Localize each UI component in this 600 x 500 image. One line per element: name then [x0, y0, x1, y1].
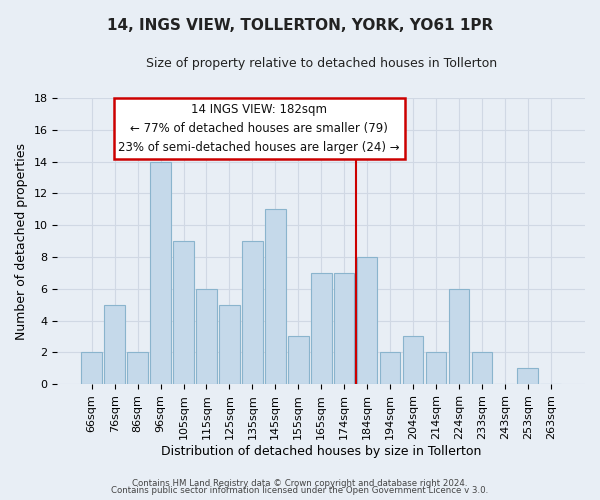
Text: 14 INGS VIEW: 182sqm
← 77% of detached houses are smaller (79)
23% of semi-detac: 14 INGS VIEW: 182sqm ← 77% of detached h…: [118, 103, 400, 154]
Bar: [288, 336, 308, 384]
Text: 14, INGS VIEW, TOLLERTON, YORK, YO61 1PR: 14, INGS VIEW, TOLLERTON, YORK, YO61 1PR: [107, 18, 493, 32]
Bar: [449, 289, 469, 384]
Bar: [311, 273, 332, 384]
Text: Contains HM Land Registry data © Crown copyright and database right 2024.: Contains HM Land Registry data © Crown c…: [132, 478, 468, 488]
Bar: [334, 273, 355, 384]
Bar: [472, 352, 492, 384]
X-axis label: Distribution of detached houses by size in Tollerton: Distribution of detached houses by size …: [161, 444, 481, 458]
Title: Size of property relative to detached houses in Tollerton: Size of property relative to detached ho…: [146, 58, 497, 70]
Bar: [127, 352, 148, 384]
Bar: [173, 241, 194, 384]
Y-axis label: Number of detached properties: Number of detached properties: [15, 142, 28, 340]
Bar: [265, 210, 286, 384]
Bar: [403, 336, 424, 384]
Bar: [425, 352, 446, 384]
Bar: [82, 352, 102, 384]
Bar: [150, 162, 171, 384]
Bar: [196, 289, 217, 384]
Bar: [219, 304, 240, 384]
Bar: [104, 304, 125, 384]
Text: Contains public sector information licensed under the Open Government Licence v : Contains public sector information licen…: [112, 486, 488, 495]
Bar: [357, 257, 377, 384]
Bar: [242, 241, 263, 384]
Bar: [517, 368, 538, 384]
Bar: [380, 352, 400, 384]
